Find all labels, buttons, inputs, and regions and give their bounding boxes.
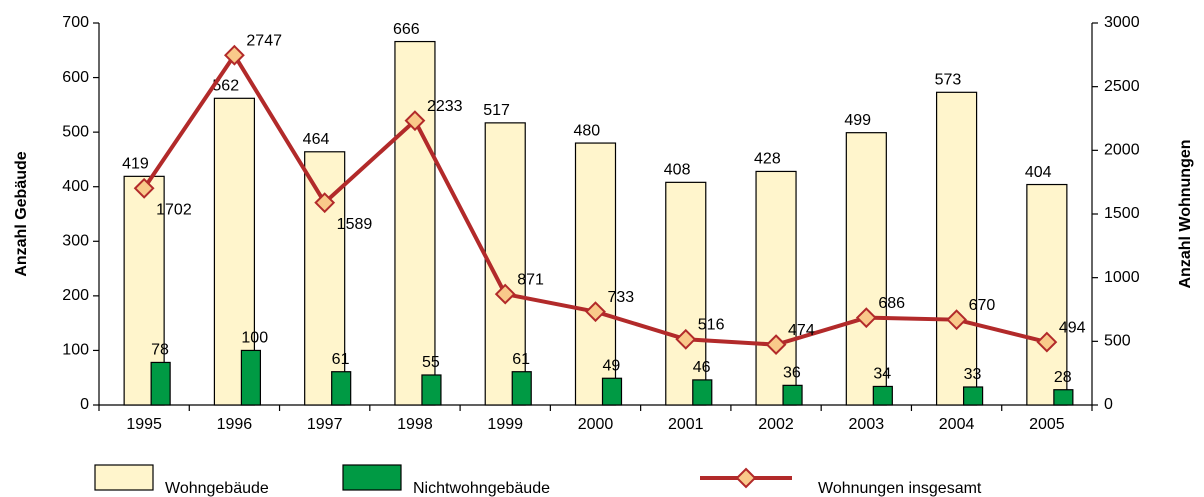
x-tick-label: 2004 xyxy=(939,416,975,433)
bar xyxy=(872,385,893,406)
y2-tick-label: 0 xyxy=(1104,396,1113,413)
marker xyxy=(494,283,516,305)
marker xyxy=(585,301,606,323)
bar xyxy=(665,181,707,406)
bar xyxy=(331,371,352,406)
bar xyxy=(484,122,526,406)
bar xyxy=(845,132,887,406)
y2-axis-label: Anzahl Wohnungen xyxy=(1177,139,1194,288)
marker xyxy=(675,328,697,350)
bar-value-label: 428 xyxy=(754,151,781,168)
marker xyxy=(946,309,968,331)
bar-value-label: 61 xyxy=(512,351,530,368)
bar-value-label: 517 xyxy=(483,102,510,119)
marker xyxy=(404,110,426,132)
line-value-label: 733 xyxy=(608,289,635,306)
bar xyxy=(962,386,984,406)
line-value-label: 1589 xyxy=(337,216,373,233)
line-value-label: 494 xyxy=(1059,319,1086,336)
bar-value-label: 100 xyxy=(241,330,268,347)
line-value-label: 2747 xyxy=(246,32,282,49)
bar-value-label: 61 xyxy=(332,351,350,368)
marker xyxy=(855,307,877,329)
y2-tick-label: 1500 xyxy=(1104,205,1140,222)
x-tick-label: 2001 xyxy=(668,416,704,433)
bar xyxy=(935,91,978,406)
line-value-label: 1702 xyxy=(156,201,192,218)
legend-label: Nichtwohngebäude xyxy=(413,480,550,497)
bar-value-label: 36 xyxy=(783,365,801,382)
legend-marker xyxy=(735,467,757,489)
legend-label: Wohngebäude xyxy=(165,480,269,497)
bar xyxy=(421,374,442,406)
legend-swatch xyxy=(342,464,402,491)
bar xyxy=(782,384,803,406)
bar xyxy=(394,40,436,406)
y-tick-label: 100 xyxy=(62,342,89,359)
y-axis-label: Anzahl Gebäude xyxy=(13,151,30,276)
bar xyxy=(1026,183,1068,406)
bar-value-label: 33 xyxy=(964,366,982,383)
bar-value-label: 28 xyxy=(1054,369,1072,386)
bar xyxy=(511,371,532,406)
line-value-label: 2233 xyxy=(427,98,463,115)
line-value-label: 474 xyxy=(788,322,815,339)
y-tick-label: 700 xyxy=(62,14,89,31)
bar-value-label: 49 xyxy=(603,357,621,374)
bar-value-label: 562 xyxy=(212,78,239,95)
bar-value-label: 480 xyxy=(574,122,601,139)
line-value-label: 670 xyxy=(969,297,996,314)
y2-tick-label: 3000 xyxy=(1104,14,1140,31)
bar-value-label: 55 xyxy=(422,354,440,371)
y-tick-label: 400 xyxy=(62,178,89,195)
bar-value-label: 404 xyxy=(1025,164,1052,181)
y2-tick-label: 2000 xyxy=(1104,142,1140,159)
line-value-label: 516 xyxy=(698,317,725,334)
x-tick-label: 1996 xyxy=(217,416,253,433)
x-tick-label: 2005 xyxy=(1029,416,1065,433)
x-tick-label: 2000 xyxy=(578,416,614,433)
y-tick-label: 500 xyxy=(62,123,89,140)
legend-label: Wohnungen insgesamt xyxy=(818,480,982,497)
marker xyxy=(314,192,336,214)
bar xyxy=(601,377,623,406)
y2-tick-label: 2500 xyxy=(1104,78,1140,95)
y-tick-label: 0 xyxy=(80,396,89,413)
bar-value-label: 573 xyxy=(935,72,962,89)
line-value-label: 686 xyxy=(878,295,905,312)
x-tick-label: 2003 xyxy=(849,416,885,433)
x-tick-label: 1998 xyxy=(397,416,433,433)
x-tick-label: 1997 xyxy=(307,416,343,433)
bar-value-label: 499 xyxy=(844,112,871,129)
bar-value-label: 408 xyxy=(664,162,691,179)
bar xyxy=(150,361,171,406)
marker xyxy=(765,334,787,356)
x-tick-label: 2002 xyxy=(758,416,794,433)
bar-value-label: 34 xyxy=(873,366,891,383)
bar xyxy=(755,170,797,406)
y-tick-label: 300 xyxy=(62,233,89,250)
y-tick-label: 600 xyxy=(62,69,89,86)
bar-value-label: 78 xyxy=(151,342,169,359)
y2-tick-label: 500 xyxy=(1104,333,1131,350)
x-tick-label: 1995 xyxy=(126,416,162,433)
bar xyxy=(1053,389,1074,406)
bar-value-label: 419 xyxy=(122,156,149,173)
marker xyxy=(223,44,245,66)
bar xyxy=(574,142,617,406)
marker xyxy=(133,177,155,199)
line-value-label: 871 xyxy=(517,271,544,288)
x-tick-label: 1999 xyxy=(487,416,523,433)
bar xyxy=(692,379,713,406)
bar-value-label: 464 xyxy=(303,131,330,148)
marker xyxy=(1036,331,1058,353)
y2-tick-label: 1000 xyxy=(1104,269,1140,286)
y-tick-label: 200 xyxy=(62,287,89,304)
bar-value-label: 666 xyxy=(393,21,420,38)
legend-swatch xyxy=(94,464,154,491)
bar xyxy=(240,349,262,406)
bar-value-label: 46 xyxy=(693,359,711,376)
